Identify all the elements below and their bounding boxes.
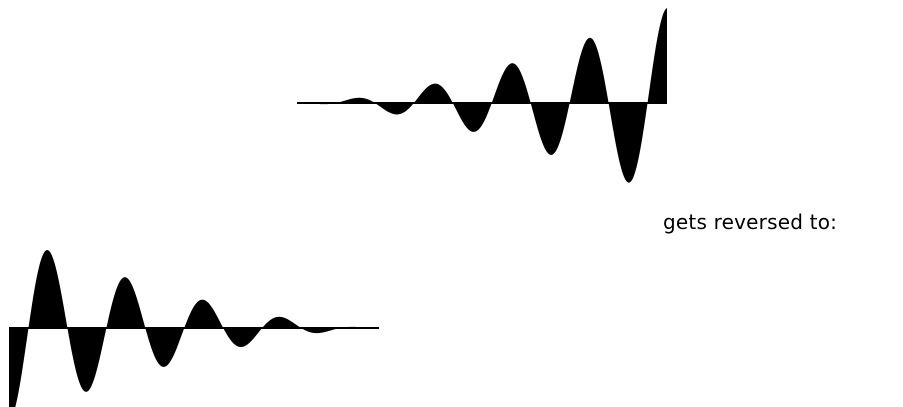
original-waveform: [297, 8, 667, 183]
original-waveform-baseline: [297, 102, 667, 104]
reversed-waveform: [9, 250, 379, 407]
reversal-caption: gets reversed to:: [663, 210, 838, 234]
reversed-waveform-baseline: [9, 327, 379, 329]
original-waveform-shape: [297, 8, 667, 183]
